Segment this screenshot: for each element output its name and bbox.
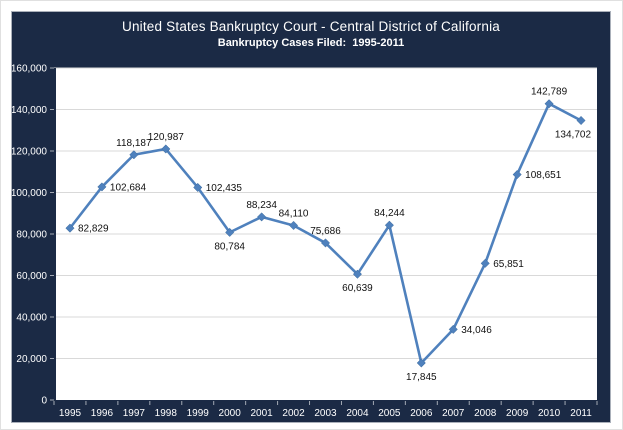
x-axis-label: 2002 (282, 408, 305, 419)
data-point-2011 (576, 115, 586, 126)
data-label-2008: 65,851 (493, 259, 524, 270)
x-axis-label: 2001 (250, 408, 273, 419)
data-point-2003 (320, 238, 331, 248)
chart-subtitle: Bankruptcy Cases Filed: 1995-2011 (217, 37, 405, 49)
data-point-2006 (416, 358, 426, 368)
data-label-2001: 88,234 (246, 200, 277, 211)
data-label-2005: 84,244 (374, 208, 405, 219)
x-axis-label: 2004 (346, 408, 369, 419)
chart-title: United States Bankruptcy Court - Central… (122, 19, 500, 34)
data-point-2000 (225, 227, 235, 237)
x-axis-label: 2006 (410, 408, 433, 419)
data-point-1998 (161, 144, 171, 154)
chart-header: United States Bankruptcy Court - Central… (12, 19, 610, 49)
chart-panel: United States Bankruptcy Court - Central… (11, 11, 611, 423)
x-axis-label: 2000 (219, 408, 242, 419)
data-point-2007 (448, 324, 458, 334)
x-axis-label: 2003 (314, 408, 337, 419)
y-axis-label: 100,000 (12, 188, 47, 199)
data-point-1995 (65, 223, 75, 233)
data-label-2004: 60,639 (342, 283, 373, 294)
x-axis-label: 1999 (187, 408, 210, 419)
data-point-2004 (352, 269, 362, 279)
data-label-1995: 82,829 (78, 224, 109, 235)
data-label-2010: 142,789 (531, 87, 568, 98)
data-point-2008 (480, 258, 490, 268)
x-axis-label: 2009 (506, 408, 529, 419)
data-point-1996 (97, 182, 107, 192)
data-label-2003: 75,686 (310, 226, 341, 237)
data-label-2002: 84,110 (279, 208, 309, 219)
y-axis-label: 0 (41, 396, 47, 407)
x-axis-label: 2008 (474, 408, 497, 419)
x-axis-label: 2010 (538, 408, 561, 419)
data-label-2006: 17,845 (406, 372, 437, 383)
y-axis-label: 160,000 (12, 64, 47, 75)
data-label-1999: 102,435 (206, 183, 243, 194)
data-label-2009: 108,651 (525, 170, 562, 181)
data-point-2005 (384, 220, 394, 230)
x-axis-label: 1998 (155, 408, 178, 419)
line-chart: 0 20,000 40,000 60,000 80,000 100,000 120,000 1… (12, 64, 598, 419)
x-axis-label: 1996 (91, 408, 114, 419)
x-axis-label: 1997 (123, 408, 146, 419)
data-point-2001 (257, 212, 267, 222)
x-axis-label: 2007 (442, 408, 465, 419)
data-point-2002 (289, 220, 299, 231)
data-point-1997 (129, 150, 139, 160)
y-axis-label: 40,000 (16, 313, 47, 324)
data-point-2010 (544, 99, 554, 109)
y-axis-label: 60,000 (16, 271, 47, 282)
data-label-1997: 118,187 (116, 138, 152, 149)
x-axis-label: 1995 (59, 408, 82, 419)
data-point-2009 (512, 169, 522, 180)
data-label-2011: 134,702 (555, 129, 592, 140)
data-label-1998: 120,987 (148, 132, 185, 143)
y-axis-label: 80,000 (16, 230, 47, 241)
data-point-1999 (193, 182, 203, 193)
data-label-2000: 80,784 (214, 241, 245, 252)
data-label-2007: 34,046 (461, 325, 492, 336)
y-axis-label: 20,000 (16, 354, 47, 365)
data-label-1996: 102,684 (110, 182, 147, 193)
x-axis-label: 2005 (378, 408, 401, 419)
y-axis-label: 120,000 (12, 147, 47, 158)
y-axis-label: 140,000 (12, 105, 47, 116)
x-axis-label: 2011 (570, 408, 592, 419)
